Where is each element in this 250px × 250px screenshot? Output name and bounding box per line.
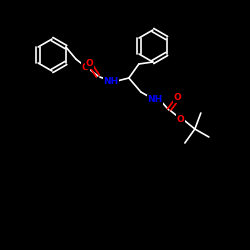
- Text: O: O: [177, 114, 185, 124]
- Text: O: O: [86, 60, 94, 68]
- Text: NH: NH: [147, 96, 162, 104]
- Text: O: O: [82, 62, 90, 72]
- Text: NH: NH: [103, 76, 118, 86]
- Text: O: O: [174, 94, 182, 102]
